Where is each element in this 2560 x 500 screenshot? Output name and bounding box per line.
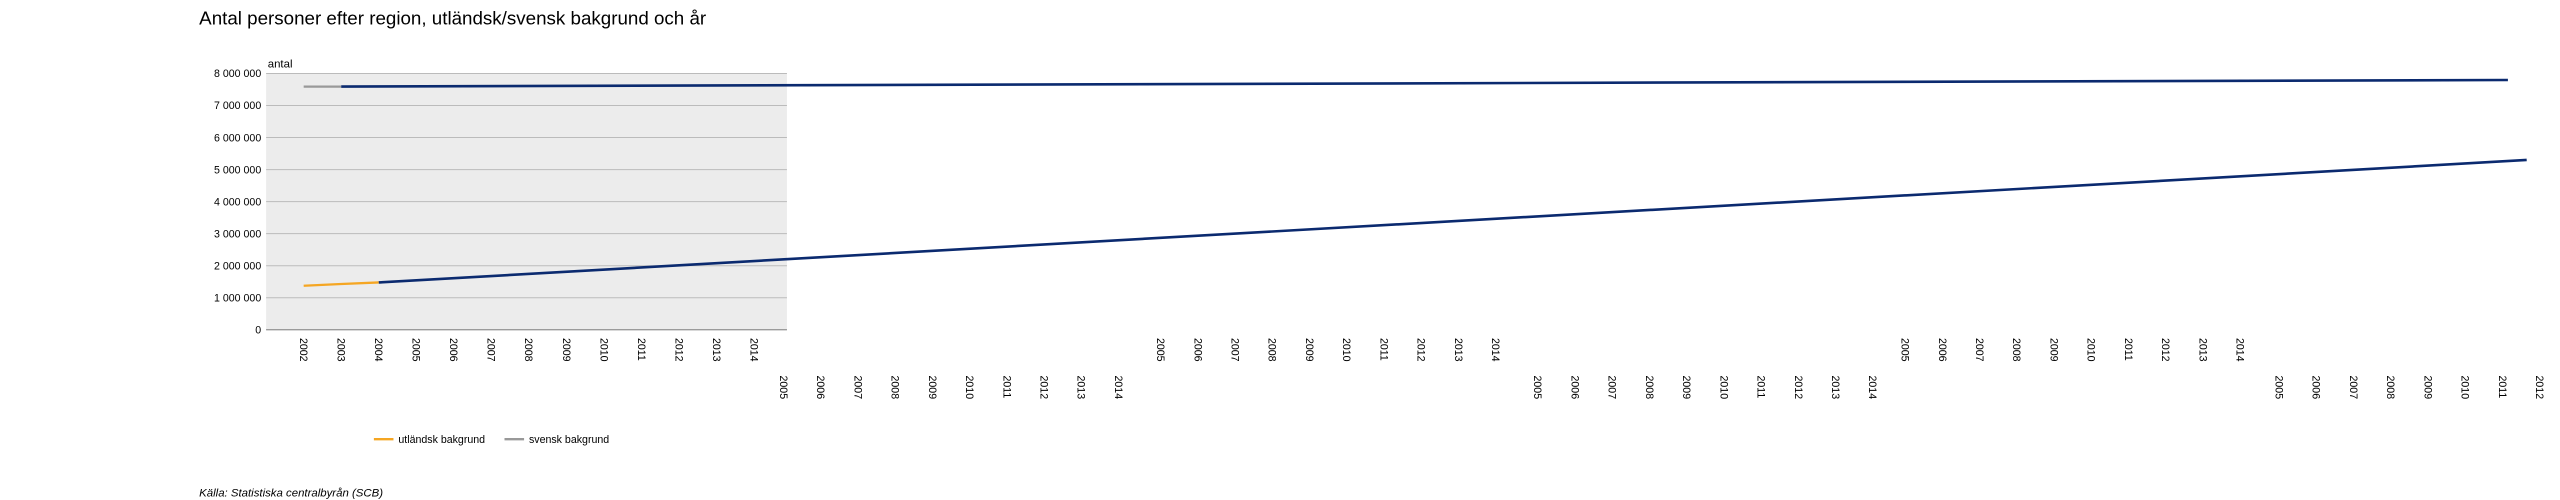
x-tick-label: 2006 bbox=[1191, 338, 1203, 362]
series-line bbox=[303, 281, 379, 287]
x-tick-label: 2011 bbox=[635, 338, 647, 361]
x-tick-label: 2011 bbox=[1755, 376, 1767, 399]
y-tick-label: 0 bbox=[255, 325, 261, 337]
x-tick-label: 2013 bbox=[1829, 376, 1841, 400]
x-tick-label: 2009 bbox=[926, 376, 938, 400]
chart-title: Antal personer efter region, utländsk/sv… bbox=[199, 7, 706, 28]
x-tick-label: 2006 bbox=[1568, 376, 1580, 400]
x-tick-label: 2012 bbox=[1037, 376, 1049, 400]
x-tick-label: 2004 bbox=[372, 338, 384, 362]
x-tick-label: 2007 bbox=[1229, 338, 1241, 362]
x-tick-label: 2009 bbox=[2047, 338, 2059, 362]
x-tick-label: 2005 bbox=[1899, 338, 1911, 362]
legend-label: svensk bakgrund bbox=[529, 434, 609, 446]
x-tick-label: 2011 bbox=[1000, 376, 1012, 399]
x-tick-label: 2008 bbox=[2384, 376, 2396, 400]
x-tick-label: 2007 bbox=[1606, 376, 1618, 400]
x-tick-label: 2014 bbox=[1489, 338, 1501, 362]
y-tick-label: 3 000 000 bbox=[214, 228, 261, 240]
x-tick-label: 2014 bbox=[748, 338, 760, 362]
x-tick-label: 2009 bbox=[2421, 376, 2433, 400]
y-tick-label: 8 000 000 bbox=[214, 68, 261, 80]
x-tick-label: 2007 bbox=[851, 376, 863, 400]
y-tick-label: 6 000 000 bbox=[214, 132, 261, 144]
y-axis-unit: antal bbox=[268, 59, 293, 71]
x-tick-label: 2006 bbox=[1936, 338, 1948, 362]
x-tick-label: 2003 bbox=[334, 338, 346, 362]
x-tick-label: 2005 bbox=[1154, 338, 1166, 362]
x-tick-label: 2012 bbox=[2159, 338, 2171, 362]
y-tick-label: 5 000 000 bbox=[214, 164, 261, 176]
x-tick-label: 2010 bbox=[963, 376, 975, 400]
x-tick-label: 2007 bbox=[2347, 376, 2359, 400]
x-tick-label: 2012 bbox=[1415, 338, 1427, 362]
overflow-line bbox=[378, 158, 2527, 284]
x-tick-label: 2008 bbox=[522, 338, 534, 362]
x-tick-label: 2010 bbox=[2459, 376, 2471, 400]
x-tick-label: 2007 bbox=[1973, 338, 1985, 362]
x-tick-label: 2008 bbox=[1643, 376, 1655, 400]
x-tick-label: 2011 bbox=[2496, 376, 2508, 399]
x-tick-label: 2008 bbox=[889, 376, 901, 400]
x-tick-label: 2008 bbox=[2010, 338, 2022, 362]
x-tick-label: 2008 bbox=[1266, 338, 1278, 362]
source: Källa: Statistiska centralbyrån (SCB) bbox=[199, 487, 383, 499]
x-tick-label: 2005 bbox=[2272, 376, 2284, 400]
x-tick-label: 2011 bbox=[2122, 338, 2134, 361]
x-tick-label: 2002 bbox=[297, 338, 309, 362]
x-tick-label: 2012 bbox=[1792, 376, 1804, 400]
x-tick-label: 2010 bbox=[1340, 338, 1352, 362]
x-tick-label: 2009 bbox=[1680, 376, 1692, 400]
y-tick-label: 4 000 000 bbox=[214, 196, 261, 208]
x-tick-label: 2005 bbox=[1531, 376, 1543, 400]
x-tick-label: 2010 bbox=[2085, 338, 2097, 362]
x-tick-label: 2013 bbox=[2196, 338, 2208, 362]
x-tick-label: 2014 bbox=[1866, 376, 1878, 400]
x-tick-label: 2010 bbox=[597, 338, 609, 362]
y-tick-label: 7 000 000 bbox=[214, 100, 261, 112]
x-tick-label: 2006 bbox=[447, 338, 459, 362]
x-tick-label: 2012 bbox=[2533, 376, 2545, 400]
x-tick-label: 2014 bbox=[2234, 338, 2246, 362]
x-tick-label: 2011 bbox=[1377, 338, 1389, 361]
x-tick-label: 2007 bbox=[485, 338, 497, 362]
x-tick-label: 2006 bbox=[814, 376, 826, 400]
x-tick-label: 2009 bbox=[560, 338, 572, 362]
x-tick-label: 2009 bbox=[1303, 338, 1315, 362]
x-tick-label: 2005 bbox=[410, 338, 422, 362]
x-tick-label: 2012 bbox=[672, 338, 684, 362]
x-tick-label: 2013 bbox=[1075, 376, 1087, 400]
x-tick-label: 2006 bbox=[2310, 376, 2322, 400]
x-tick-label: 2014 bbox=[1112, 376, 1124, 400]
legend-label: utländsk bakgrund bbox=[398, 434, 485, 446]
overflow-line bbox=[341, 78, 2508, 88]
y-tick-label: 1 000 000 bbox=[214, 293, 261, 305]
x-tick-label: 2010 bbox=[1717, 376, 1729, 400]
x-tick-label: 2005 bbox=[777, 376, 789, 400]
y-tick-label: 2 000 000 bbox=[214, 260, 261, 272]
x-tick-label: 2013 bbox=[1452, 338, 1464, 362]
x-tick-label: 2013 bbox=[710, 338, 722, 362]
